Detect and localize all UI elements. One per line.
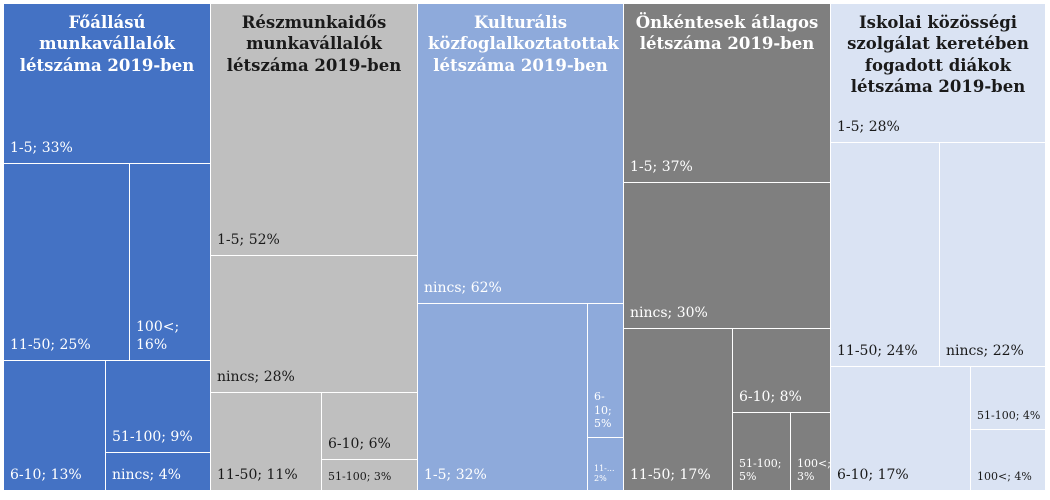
cell-label: 11-50; 25% xyxy=(10,336,91,353)
treemap-cell: 51-100; 3% xyxy=(322,460,417,490)
treemap-cell: 100<; 3% xyxy=(791,413,830,490)
cell-label: 11-... 2% xyxy=(594,464,615,483)
cell-label: 11-50; 11% xyxy=(217,466,298,483)
treemap-cell: 11-50; 11% xyxy=(211,393,321,490)
treemap-cell: nincs; 28% xyxy=(211,256,417,392)
treemap-cell: 11-50; 24% xyxy=(831,143,939,366)
treemap-cell: 1-5; 32% xyxy=(418,304,587,490)
cell-label: 100<; 16% xyxy=(136,319,180,353)
cell-label: 1-5; 28% xyxy=(837,118,900,135)
cell-label: 1-5; 52% xyxy=(217,231,280,248)
treemap-cell: 51-100; 4% xyxy=(971,367,1045,429)
cell-label: 1-5; 33% xyxy=(10,139,73,156)
cell-label: 11-50; 17% xyxy=(630,466,711,483)
treemap-cell: 1-5; 37% xyxy=(624,4,830,182)
treemap-cell: 51-100; 9% xyxy=(106,361,210,452)
cell-label: nincs; 22% xyxy=(946,342,1024,359)
treemap-cell: nincs; 30% xyxy=(624,183,830,328)
cell-label: 6-10; 5% xyxy=(594,389,612,431)
cell-label: nincs; 4% xyxy=(112,466,181,483)
cell-label: 6-10; 6% xyxy=(328,435,391,452)
treemap-cell: 1-5; 52% xyxy=(211,4,417,255)
cell-label: 51-100; 5% xyxy=(739,456,782,484)
treemap-cell: 6-10; 13% xyxy=(4,361,105,490)
treemap-cell: 51-100; 5% xyxy=(733,413,790,490)
cell-label: 51-100; 3% xyxy=(328,470,392,484)
cell-label: nincs; 30% xyxy=(630,304,708,321)
treemap-cell: 6-10; 6% xyxy=(322,393,417,459)
treemap-cell: 6-10; 8% xyxy=(733,329,830,412)
cell-label: 100<; 3% xyxy=(797,456,830,484)
cell-label: 1-5; 32% xyxy=(424,466,487,483)
cell-label: 6-10; 17% xyxy=(837,466,909,483)
treemap-cell: 6-10; 17% xyxy=(831,367,970,490)
cell-label: 6-10; 13% xyxy=(10,466,82,483)
treemap-cell: 100<; 4% xyxy=(971,430,1045,490)
cell-label: nincs; 28% xyxy=(217,368,295,385)
group-title: Iskolai közösségi szolgálat keretében fo… xyxy=(847,13,1029,97)
group-title: Részmunkaidős munkavállalók létszáma 201… xyxy=(226,13,402,75)
cell-label: 51-100; 4% xyxy=(977,409,1041,423)
treemap-cell: 11-50; 25% xyxy=(4,164,129,360)
treemap-cell: 100<; 16% xyxy=(130,164,210,360)
group-title: Főállású munkavállalók létszáma 2019-ben xyxy=(19,13,195,75)
cell-label: nincs; 62% xyxy=(424,279,502,296)
treemap-cell: 1-5; 28% xyxy=(831,4,1045,142)
cell-label: 1-5; 37% xyxy=(630,158,693,175)
treemap-cell: nincs; 4% xyxy=(106,453,210,490)
treemap-cell: 1-5; 33% xyxy=(4,4,210,163)
treemap-cell: nincs; 22% xyxy=(940,143,1045,366)
treemap-cell: 6-10; 5% xyxy=(588,304,623,437)
cell-label: 100<; 4% xyxy=(977,470,1032,484)
treemap-cell: nincs; 62% xyxy=(418,4,623,303)
treemap-cell: 11-50; 17% xyxy=(624,329,732,490)
group-title: Kulturális közfoglalkoztatottak létszáma… xyxy=(428,13,619,75)
cell-label: 6-10; 8% xyxy=(739,388,802,405)
cell-label: 11-50; 24% xyxy=(837,342,918,359)
cell-label: 51-100; 9% xyxy=(112,428,193,445)
group-title: Önkéntesek átlagos létszáma 2019-ben xyxy=(635,13,819,54)
treemap-cell: 11-... 2% xyxy=(588,438,623,490)
